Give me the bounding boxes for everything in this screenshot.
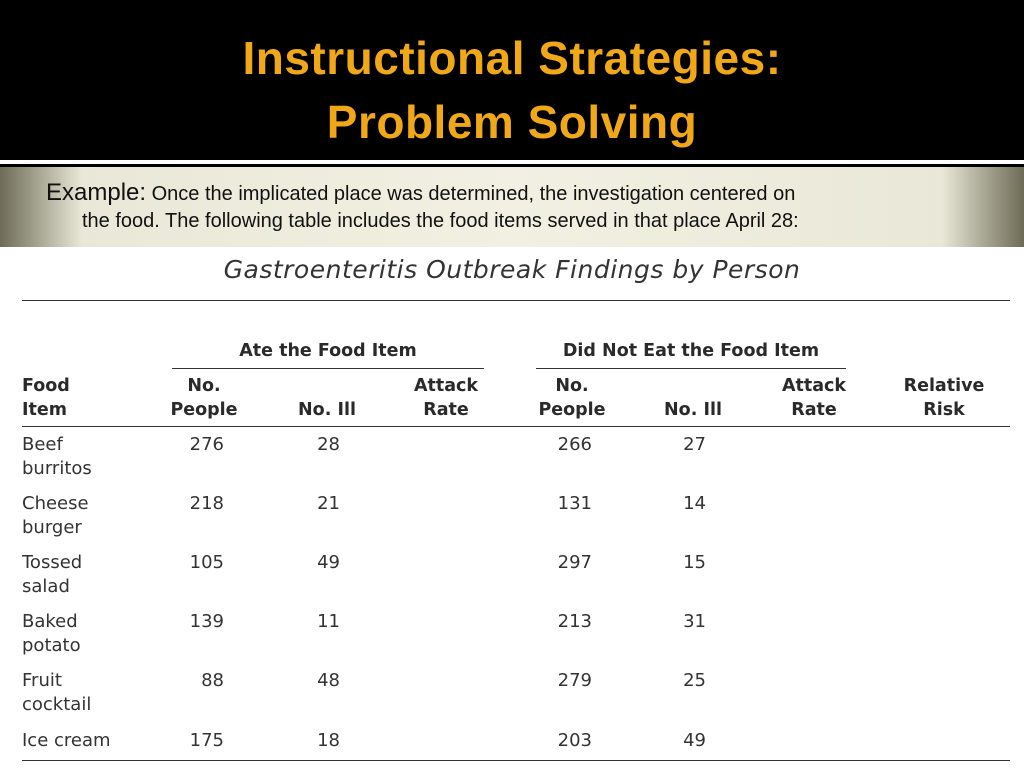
example-text: Example: Once the implicated place was d… <box>46 179 991 235</box>
food-line2: burger <box>22 517 82 538</box>
table-row-food: Ice cream <box>22 729 111 753</box>
not-people-cell: 203 <box>557 730 592 751</box>
table-bottom-rule <box>22 760 1010 761</box>
example-line-2: the food. The following table includes t… <box>82 210 799 232</box>
not-ill-cell: 14 <box>683 493 706 514</box>
ate-ill-cell: 18 <box>317 730 340 751</box>
col-header-not-people-line2: People <box>538 400 606 420</box>
not-ill-cell: 27 <box>683 434 706 455</box>
not-people-cell: 297 <box>557 552 592 573</box>
food-line1: Baked <box>22 611 78 632</box>
not-people-cell: 213 <box>557 611 592 632</box>
food-line1: Beef <box>22 434 63 455</box>
col-header-not-people-line1: No. <box>555 376 589 396</box>
ate-ill-cell: 48 <box>317 670 340 691</box>
example-lead: Example: <box>46 179 147 206</box>
divider-black <box>0 164 1024 167</box>
col-header-ate-ill: No. Ill <box>298 400 356 420</box>
slide-title-line-2: Problem Solving <box>326 96 698 148</box>
col-header-not-ill: No. Ill <box>664 400 722 420</box>
example-line-1: Once the implicated place was determined… <box>151 183 796 205</box>
ate-ill-cell: 49 <box>317 552 340 573</box>
food-line1: Tossed <box>22 552 83 573</box>
ate-people-cell: 175 <box>189 730 224 751</box>
ate-ill-cell: 28 <box>317 434 340 455</box>
example-band: Example: Once the implicated place was d… <box>0 167 1024 247</box>
table-row-food: Tossed salad <box>22 551 82 599</box>
col-header-rr-line1: Relative <box>903 376 985 396</box>
col-header-food-line1: Food <box>22 376 70 396</box>
col-header-food-item: Food Item <box>22 374 70 422</box>
ate-people-cell: 88 <box>201 670 224 691</box>
col-header-ate-people-line2: People <box>170 400 238 420</box>
table-panel: Gastroenteritis Outbreak Findings by Per… <box>0 247 1024 768</box>
header-rule <box>22 426 1010 427</box>
not-ill-cell: 25 <box>683 670 706 691</box>
not-people-cell: 279 <box>557 670 592 691</box>
group-header-not-eat: Did Not Eat the Food Item <box>562 341 820 361</box>
group-rule-not-eat <box>536 368 846 369</box>
not-people-cell: 266 <box>557 434 592 455</box>
table-row-food: Cheese burger <box>22 492 89 540</box>
not-ill-cell: 49 <box>683 730 706 751</box>
col-header-ate-people-line1: No. <box>187 376 221 396</box>
table-title: Gastroenteritis Outbreak Findings by Per… <box>223 255 801 284</box>
col-header-ate-attack-rate: Attack Rate <box>404 374 488 422</box>
food-line2: potato <box>22 635 81 656</box>
slide-title-line-1: Instructional Strategies: <box>242 32 782 84</box>
not-ill-cell: 31 <box>683 611 706 632</box>
table-row-food: Baked potato <box>22 610 81 658</box>
ate-people-cell: 276 <box>189 434 224 455</box>
table-row-food: Fruit cocktail <box>22 669 91 717</box>
ate-ill-cell: 21 <box>317 493 340 514</box>
ate-people-cell: 218 <box>189 493 224 514</box>
divider-white <box>0 160 1024 164</box>
col-header-ate-attack-line2: Rate <box>423 400 469 420</box>
group-header-ate: Ate the Food Item <box>239 341 417 361</box>
col-header-relative-risk: Relative Risk <box>892 374 996 422</box>
col-header-not-attack-rate: Attack Rate <box>772 374 856 422</box>
food-line2: salad <box>22 576 70 597</box>
food-line2: burritos <box>22 458 92 479</box>
col-header-not-people: No. People <box>530 374 614 422</box>
slide-title: Instructional Strategies: Problem Solvin… <box>0 26 1024 154</box>
table-top-rule <box>22 300 1010 301</box>
ate-ill-cell: 11 <box>317 611 340 632</box>
group-rule-ate <box>172 368 484 369</box>
food-line1: Fruit <box>22 670 62 691</box>
title-band: Instructional Strategies: Problem Solvin… <box>0 0 1024 160</box>
col-header-not-attack-line1: Attack <box>781 376 847 396</box>
food-line1: Ice cream <box>22 730 111 751</box>
col-header-not-attack-line2: Rate <box>791 400 837 420</box>
food-line1: Cheese <box>22 493 89 514</box>
col-header-food-line2: Item <box>22 400 67 420</box>
ate-people-cell: 105 <box>189 552 224 573</box>
col-header-ate-people: No. People <box>162 374 246 422</box>
not-ill-cell: 15 <box>683 552 706 573</box>
ate-people-cell: 139 <box>189 611 224 632</box>
not-people-cell: 131 <box>557 493 592 514</box>
food-line2: cocktail <box>22 694 92 715</box>
table-row-food: Beef burritos <box>22 433 92 481</box>
col-header-ate-attack-line1: Attack <box>413 376 479 396</box>
col-header-rr-line2: Risk <box>923 400 965 420</box>
